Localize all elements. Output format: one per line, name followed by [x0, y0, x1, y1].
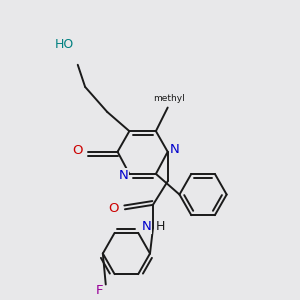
Text: N: N — [142, 220, 151, 233]
Text: N: N — [170, 143, 180, 156]
Text: HO: HO — [55, 38, 74, 51]
Text: O: O — [109, 202, 119, 215]
Text: methyl: methyl — [153, 94, 185, 103]
Text: H: H — [156, 220, 165, 233]
Text: F: F — [96, 284, 103, 298]
Text: O: O — [73, 144, 83, 157]
Text: N: N — [118, 169, 128, 182]
